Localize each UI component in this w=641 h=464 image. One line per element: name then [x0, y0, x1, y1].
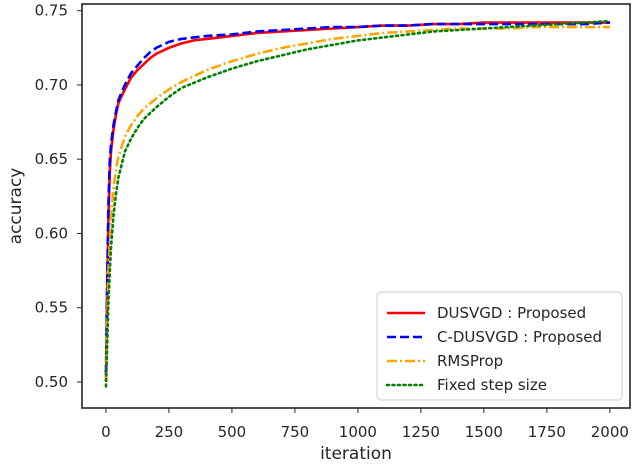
y-tick-label: 0.75	[35, 2, 68, 20]
y-tick-label: 0.65	[35, 150, 68, 168]
x-tick-label: 0	[101, 423, 111, 441]
y-tick-label: 0.50	[35, 373, 68, 391]
x-tick-label: 500	[218, 423, 247, 441]
legend-box	[376, 291, 623, 401]
x-tick-label: 1500	[465, 423, 503, 441]
x-tick-label: 1750	[528, 423, 566, 441]
x-tick-label: 2000	[591, 423, 629, 441]
x-tick-label: 250	[155, 423, 184, 441]
legend-label-fixed-step-size: Fixed step size	[437, 376, 547, 394]
y-tick-label: 0.60	[35, 224, 68, 242]
x-axis-ticks: 0 250 500 750 1000 1250 1500 1750 2000	[101, 408, 629, 441]
legend: DUSVGD : Proposed C-DUSVGD : Proposed RMSP…	[376, 291, 623, 401]
legend-label-c-dusvgd-proposed: C-DUSVGD : Proposed	[437, 328, 602, 346]
y-axis-label: accuracy	[6, 168, 26, 245]
legend-label-dusvgd-proposed: DUSVGD : Proposed	[437, 304, 586, 322]
x-tick-label: 1000	[339, 423, 377, 441]
x-axis-label: iteration	[320, 444, 392, 464]
legend-entries: DUSVGD : Proposed C-DUSVGD : Proposed RMSP…	[385, 304, 602, 394]
y-tick-label: 0.55	[35, 299, 68, 317]
y-tick-label: 0.70	[35, 76, 68, 94]
y-axis-ticks: 0.50 0.55 0.60 0.65 0.70 0.75	[35, 2, 82, 391]
x-tick-label: 1250	[402, 423, 440, 441]
series-line-c-dusvgd-proposed	[104, 21, 610, 375]
plot-frame	[81, 3, 631, 409]
x-tick-label: 750	[281, 423, 310, 441]
legend-label-rmsprop: RMSProp	[437, 352, 503, 370]
series-line-fixed-step-size	[104, 19, 612, 388]
plot-layer	[104, 19, 612, 388]
